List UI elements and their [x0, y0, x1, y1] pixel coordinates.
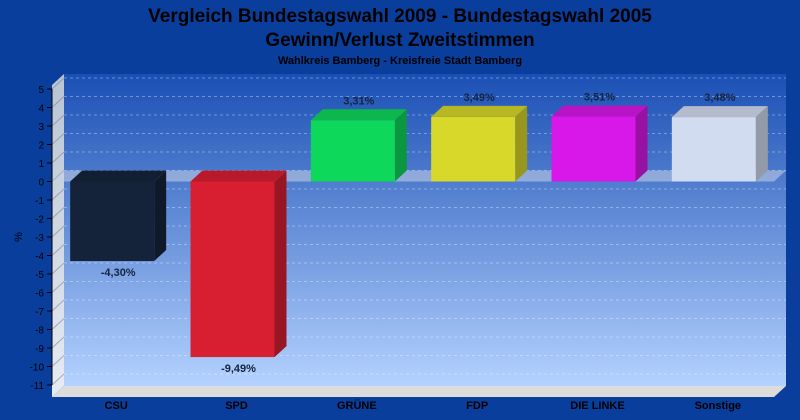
bar-top — [671, 106, 768, 118]
y-tick-label: -7 — [35, 307, 44, 318]
bar-top — [551, 105, 648, 117]
bar-top — [190, 170, 287, 182]
y-tick-label: 2 — [38, 141, 44, 152]
y-tick-label: 0 — [38, 178, 44, 189]
y-tick-label: 3 — [38, 122, 44, 133]
y-tick-label: 4 — [38, 104, 44, 115]
bar-front — [190, 181, 275, 358]
bar-fdp — [431, 105, 528, 182]
bar-side — [274, 170, 287, 358]
bar-front — [671, 117, 756, 182]
y-tick-label: -3 — [35, 233, 44, 244]
gridline-wall — [51, 355, 65, 367]
data-label: 3,31% — [343, 95, 374, 107]
chart-title-line2: Gewinn/Verlust Zweitstimmen — [265, 30, 534, 51]
bar-front — [431, 116, 516, 182]
bar-side — [635, 105, 648, 182]
y-tick-label: 1 — [38, 159, 44, 170]
gridline-wall — [51, 77, 65, 90]
y-tick-label: -8 — [35, 326, 44, 337]
y-tick-label: -4 — [35, 252, 44, 263]
data-label: 3,49% — [464, 92, 495, 104]
data-label: -4,30% — [101, 267, 136, 279]
gridline-wall — [51, 114, 65, 127]
bar-side — [515, 105, 528, 182]
plot-floor — [52, 386, 786, 397]
y-tick-label: -11 — [30, 381, 44, 392]
y-tick-label: -2 — [35, 215, 44, 226]
y-tick-label: -1 — [35, 196, 44, 207]
x-tick-label: CSU — [105, 400, 128, 412]
y-axis-label: % — [13, 232, 25, 242]
x-tick-label: SPD — [225, 400, 248, 412]
chart-subtitle: Wahlkreis Bamberg - Kreisfreie Stadt Bam… — [278, 55, 522, 67]
y-tick-label: -5 — [35, 270, 44, 281]
gridline-wall — [51, 262, 65, 275]
x-tick-label: DIE LINKE — [570, 400, 624, 412]
bar-front — [70, 181, 155, 262]
y-tick-label: 5 — [38, 85, 44, 96]
bar-side — [154, 170, 167, 262]
gridline-wall — [51, 336, 65, 349]
bar-top — [310, 109, 407, 121]
x-tick-label: GRÜNE — [337, 399, 377, 412]
gridline-wall — [51, 299, 65, 312]
data-label: 3,51% — [584, 92, 615, 104]
bar-spd — [190, 170, 287, 358]
gridline-wall — [51, 244, 65, 256]
bar-side — [394, 109, 407, 182]
gridline-wall — [51, 225, 65, 238]
category-labels: CSU SPD GRÜNE FDP DIE LINKE Sonstige — [105, 399, 742, 412]
gridline-wall — [51, 318, 65, 330]
y-tick-label: -10 — [30, 363, 45, 374]
bar-side — [755, 106, 768, 182]
y-tick-label: -9 — [35, 344, 44, 355]
gridline-wall — [51, 96, 65, 108]
bars — [70, 105, 768, 358]
bar-die-linke — [551, 105, 648, 182]
x-tick-label: Sonstige — [695, 400, 741, 412]
y-tick-label: -6 — [35, 289, 44, 300]
bar-sonstige — [671, 106, 768, 182]
bar-top — [431, 105, 528, 117]
gridline-wall — [51, 188, 65, 201]
chart-title: Vergleich Bundestagswahl 2009 - Bundesta… — [148, 6, 652, 27]
gridline-wall — [51, 373, 65, 386]
bar-csu — [70, 170, 167, 262]
bar-top — [70, 170, 167, 182]
data-label: 3,48% — [704, 92, 735, 104]
data-label: -9,49% — [221, 363, 256, 375]
plot-background — [64, 74, 786, 386]
bar-gr-ne — [310, 109, 407, 182]
gridline-wall — [51, 281, 65, 293]
value-labels: -4,30% -9,49% 3,31% 3,49% 3,51% 3,48% — [101, 92, 736, 376]
bar-front — [551, 116, 636, 182]
gridline-wall — [51, 207, 65, 219]
gridlines — [51, 77, 786, 386]
x-tick-label: FDP — [466, 400, 488, 412]
gridline-wall — [51, 133, 65, 145]
y-axis: 5 4 3 2 1 0 -1 -2 -3 -4 -5 -6 -7 -8 -9 -10 -11 — [30, 85, 53, 392]
gridline-wall — [51, 151, 65, 164]
bar-front — [310, 120, 395, 182]
